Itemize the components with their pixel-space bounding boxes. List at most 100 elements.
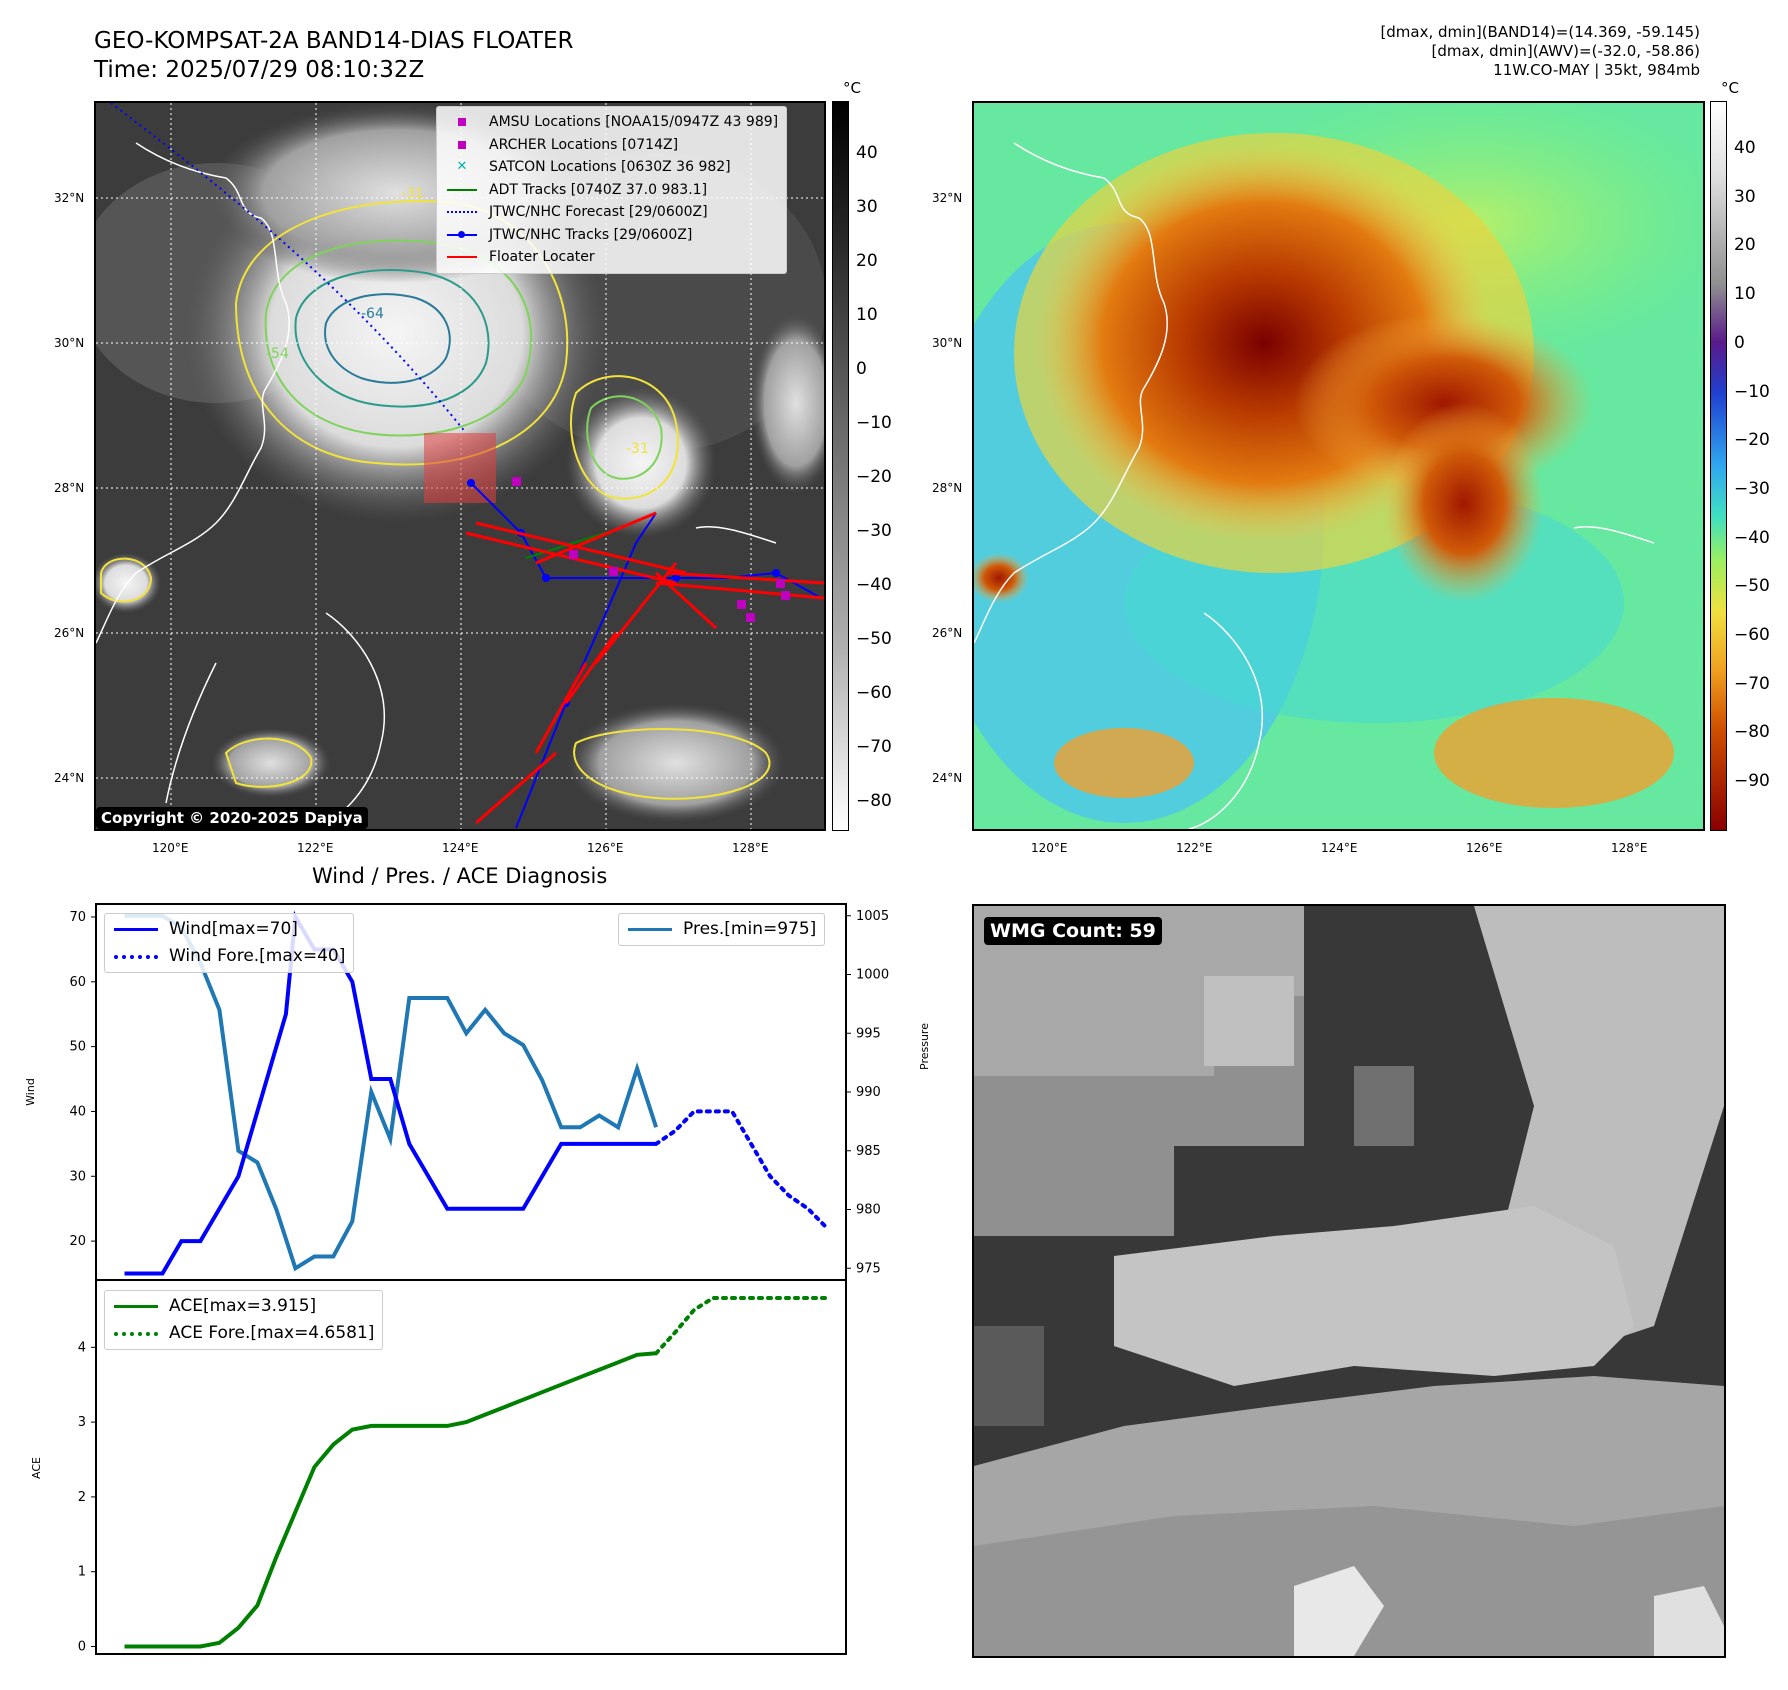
colorbar-tick-label: −10 [1734, 381, 1770, 402]
colorbar-tick-label: −30 [856, 521, 892, 542]
legend-wind: Wind[max=70] [113, 916, 345, 943]
colorbar-tick-label: −30 [1734, 478, 1770, 499]
colorbar-tick-label: −70 [1734, 673, 1770, 694]
figure-title-line1: GEO-KOMPSAT-2A BAND14-DIAS FLOATER [94, 28, 574, 54]
lon-label: 120°E [152, 841, 189, 855]
lat-label: 32°N [932, 191, 963, 205]
colorbar-tick-label: −80 [1734, 722, 1770, 743]
floater-box [424, 433, 496, 503]
figure-title-line2: Time: 2025/07/29 08:10:32Z [94, 57, 425, 83]
lon-label: 124°E [442, 841, 479, 855]
contour-label: -54 [266, 346, 289, 362]
colorbar-tick-label: 20 [856, 251, 878, 272]
wind-ytick-label: 30 [69, 1169, 86, 1184]
colorbar-tick-label: 10 [1734, 284, 1756, 305]
ir-map-panel: -31 -54 -64 -31 AMSU Locations [NOAA15/0… [94, 101, 826, 831]
legend-amsu: AMSU Locations [NOAA15/0947Z 43 989] [445, 111, 778, 134]
wind-ytick-label: 60 [69, 975, 86, 990]
pressure-ytick-label: 975 [856, 1261, 881, 1276]
pressure-ytick-label: 980 [856, 1203, 881, 1218]
colorbar-tick-label: −60 [1734, 625, 1770, 646]
contour-label: -31 [401, 186, 424, 202]
lat-label: 30°N [54, 336, 85, 350]
ace-series-line [124, 1351, 657, 1649]
colorbar-tick-label: −20 [856, 467, 892, 488]
ace-forecast-series-line [654, 1296, 829, 1356]
colorbar-tick-label: −80 [856, 791, 892, 812]
colorbar-tick-label: −20 [1734, 430, 1770, 451]
ace-ytick-label: 3 [78, 1415, 86, 1430]
legend-floater: Floater Locater [445, 246, 778, 269]
legend-wind-fore: Wind Fore.[max=40] [113, 943, 345, 970]
lat-label: 24°N [932, 771, 963, 785]
colorbar-unit: °C [1721, 79, 1739, 97]
forecast-track [110, 103, 467, 434]
ace-ytick-label: 2 [78, 1490, 86, 1505]
lon-label: 122°E [297, 841, 334, 855]
copyright-badge: Copyright © 2020-2025 Dapiya [96, 807, 368, 829]
lon-label: 128°E [732, 841, 769, 855]
wind-legend: Wind[max=70] Wind Fore.[max=40] [104, 913, 355, 973]
lon-label: 122°E [1176, 841, 1213, 855]
pressure-legend: Pres.[min=975] [618, 913, 826, 946]
pressure-ytick-label: 990 [856, 1085, 881, 1100]
wind-axis-label: Wind [24, 1078, 37, 1106]
wind-series-line [124, 910, 657, 1276]
lon-label: 128°E [1611, 841, 1648, 855]
wind-ytick-label: 70 [69, 910, 86, 925]
colorbar-tick-label: −90 [1734, 771, 1770, 792]
legend-jtwc-tracks: JTWC/NHC Tracks [29/0600Z] [445, 224, 778, 247]
colorbar-tick-label: 10 [856, 305, 878, 326]
wmg-panel: WMG Count: 59 [972, 904, 1726, 1658]
colorbar-tick-label: 30 [1734, 186, 1756, 207]
wmg-canvas [974, 906, 1724, 1656]
legend-ace: ACE[max=3.915] [113, 1293, 374, 1320]
colorbar-tick-label: 0 [1734, 332, 1745, 353]
lon-label: 124°E [1321, 841, 1358, 855]
map-legend: AMSU Locations [NOAA15/0947Z 43 989] ARC… [436, 106, 788, 274]
lat-label: 30°N [932, 336, 963, 350]
wind-ytick-label: 20 [69, 1234, 86, 1249]
wind-forecast-series-line [654, 1109, 829, 1231]
lon-label: 120°E [1031, 841, 1068, 855]
wind-ytick-label: 50 [69, 1040, 86, 1055]
lat-label: 28°N [54, 481, 85, 495]
color-map-canvas [974, 103, 1703, 829]
legend-jtwc-forecast: JTWC/NHC Forecast [29/0600Z] [445, 201, 778, 224]
color-colorbar [1710, 101, 1727, 831]
jtwc-track [515, 512, 657, 829]
pressure-ytick-label: 985 [856, 1144, 881, 1159]
color-map-panel [972, 101, 1705, 831]
colorbar-tick-label: 0 [856, 359, 867, 380]
legend-pressure: Pres.[min=975] [627, 916, 816, 943]
colorbar-tick-label: −70 [856, 737, 892, 758]
colorbar-unit: °C [843, 79, 861, 97]
lat-label: 24°N [54, 771, 85, 785]
colorbar-tick-label: −40 [1734, 527, 1770, 548]
lon-label: 126°E [1466, 841, 1503, 855]
floater-locater-lines [465, 511, 824, 825]
colorbar-tick-label: 20 [1734, 235, 1756, 256]
legend-ace-fore: ACE Fore.[max=4.6581] [113, 1320, 374, 1347]
diagnosis-chart: 20 30 40 50 60 70 975 980 985 990 995 1000 1005 0 1 2… [24, 903, 889, 1655]
colorbar-tick-label: 40 [856, 143, 878, 164]
info-line1: [dmax, dmin](BAND14)=(14.369, -59.145) [1380, 23, 1700, 41]
info-line2: [dmax, dmin](AWV)=(-32.0, -58.86) [1431, 42, 1700, 60]
ace-ytick-label: 0 [78, 1640, 86, 1655]
lon-label: 126°E [587, 841, 624, 855]
pressure-axis-label-text: Pressure [918, 1023, 931, 1070]
ace-legend: ACE[max=3.915] ACE Fore.[max=4.6581] [104, 1290, 384, 1350]
lat-label: 26°N [932, 626, 963, 640]
legend-adt: ADT Tracks [0740Z 37.0 983.1] [445, 179, 778, 202]
lat-label: 26°N [54, 626, 85, 640]
colorbar-tick-label: −10 [856, 413, 892, 434]
lat-label: 32°N [54, 191, 85, 205]
colorbar-tick-label: −60 [856, 683, 892, 704]
legend-satcon: ✕ SATCON Locations [0630Z 36 982] [456, 159, 731, 175]
info-line3: 11W.CO-MAY | 35kt, 984mb [1493, 61, 1700, 79]
wind-ytick-label: 40 [69, 1104, 86, 1119]
ace-ytick-label: 4 [78, 1340, 86, 1355]
pressure-series-line [124, 913, 659, 1272]
ace-axis-label: ACE [30, 1457, 43, 1479]
colorbar-tick-label: 30 [856, 197, 878, 218]
